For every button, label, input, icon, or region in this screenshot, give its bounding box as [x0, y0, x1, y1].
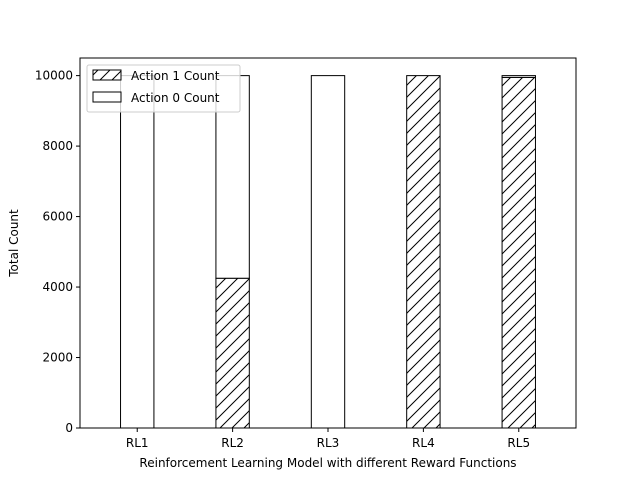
x-tick-label-rl5: RL5 [507, 436, 530, 450]
y-tick-label-4000: 4000 [42, 280, 73, 294]
legend-swatch-action-1 [92, 69, 122, 81]
bars-layer [120, 75, 536, 429]
bar-rl2-series-0 [215, 277, 250, 429]
bar-rl5-series-1 [501, 75, 536, 78]
y-tick-label-0: 0 [65, 421, 73, 435]
bar-rl4-series-0 [406, 75, 441, 429]
x-tick-label-rl2: RL2 [221, 436, 244, 450]
bar-rl5-series-0 [501, 76, 536, 429]
bar-rl3-series-1 [310, 75, 346, 429]
x-tick-label-rl4: RL4 [412, 436, 435, 450]
x-tick-label-rl1: RL1 [126, 436, 149, 450]
legend-label-action-1: Action 1 Count [131, 69, 220, 83]
bar-rl1-series-1 [120, 75, 155, 429]
y-axis: 0 2000 4000 6000 8000 10000 [35, 69, 80, 435]
y-tick-label-6000: 6000 [42, 210, 73, 224]
legend-swatch-action-0 [92, 91, 122, 103]
x-axis-label: Reinforcement Learning Model with differ… [139, 456, 516, 470]
y-tick-label-10000: 10000 [35, 69, 73, 83]
y-tick-label-2000: 2000 [42, 351, 73, 365]
y-tick-label-8000: 8000 [42, 139, 73, 153]
x-axis: RL1 RL2 RL3 RL4 RL5 [126, 428, 530, 450]
y-axis-label: Total Count [7, 209, 21, 278]
legend-box [86, 64, 241, 113]
legend: Action 1 Count Action 0 Count [86, 64, 241, 113]
x-tick-label-rl3: RL3 [317, 436, 340, 450]
legend-label-action-0: Action 0 Count [131, 91, 220, 105]
